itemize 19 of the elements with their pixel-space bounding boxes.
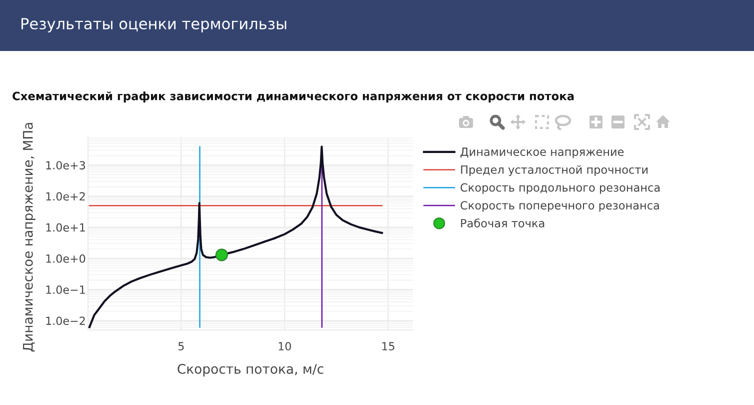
y-tick-label: 1.0e+0 [46, 254, 86, 263]
y-tick-label: 1.0e−1 [46, 286, 85, 294]
legend-label: Динамическое напряжение [460, 148, 624, 158]
y-tick-label: 1.0e+2 [46, 192, 85, 201]
legend-label: Скорость продольного резонанса [460, 183, 660, 194]
line-series [88, 146, 383, 328]
y-tick-label: 1.0e+3 [46, 161, 86, 170]
y-tick-label: 1.0e+1 [46, 223, 85, 232]
y-axis-title: Динамическое напряжение, МПа [23, 122, 36, 352]
chart-title: Результаты оценки термогильзы [22, 18, 286, 32]
x-tick-label: 15 [382, 342, 394, 350]
chart-subtitle: Схематический график зависимости динамического напряжения от скорости потока [12, 91, 574, 103]
legend-label: Предел усталостной прочности [461, 165, 648, 176]
x-axis-title: Скорость потока, м/с [178, 364, 324, 376]
legend-label: Скорость поперечного резонанса [460, 201, 659, 212]
legend-label: Рабочая точка [461, 218, 544, 228]
y-tick-label: 1.0e−2 [46, 316, 85, 326]
x-tick-label: 10 [278, 342, 291, 350]
x-tick-label: 5 [178, 342, 184, 350]
